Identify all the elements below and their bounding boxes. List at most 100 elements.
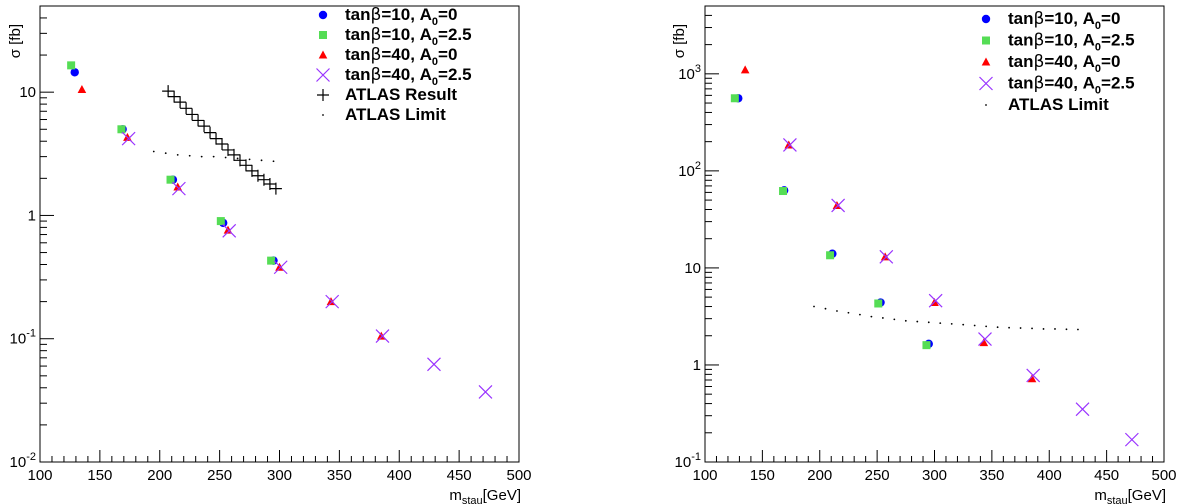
data-point [186, 108, 199, 121]
data-point [1042, 328, 1045, 330]
data-point [927, 321, 930, 324]
data-point [996, 326, 999, 329]
data-point [879, 249, 894, 264]
data-point [836, 310, 838, 312]
y-tick-label: 1 [693, 357, 701, 374]
legend-entry: tanβ=40, A0=0 [1008, 52, 1120, 75]
data-point [1008, 326, 1010, 329]
data-point [168, 90, 181, 103]
x-axis-label: mstau[GeV] [1094, 487, 1166, 504]
series-cross [121, 131, 493, 399]
data-point [121, 131, 136, 146]
series-square [730, 94, 931, 350]
x-tick-label: 250 [865, 467, 890, 484]
data-point [204, 126, 217, 139]
data-point [813, 305, 815, 308]
legend-entry: tanβ=40, A0=2.5 [1008, 74, 1135, 97]
data-point [192, 114, 205, 127]
data-point [779, 187, 788, 196]
y-tick-label: 10-1 [675, 451, 701, 471]
data-point [248, 158, 251, 161]
legend-marker [981, 57, 991, 66]
data-point [1054, 328, 1056, 330]
data-point [1124, 432, 1139, 447]
data-point [916, 320, 919, 323]
legend-entry: tanβ=10, A0=0 [345, 5, 457, 28]
data-point [166, 175, 175, 184]
y-tick-label: 10-1 [10, 328, 36, 348]
data-point [826, 251, 835, 260]
data-point [227, 148, 240, 161]
data-point [162, 85, 175, 98]
data-point [1077, 328, 1079, 331]
data-point [874, 299, 883, 308]
data-point [950, 322, 953, 325]
data-point [212, 155, 215, 158]
data-point [245, 164, 258, 177]
x-tick-label: 200 [147, 467, 172, 484]
legend-entry: tanβ=10, A0=2.5 [345, 25, 472, 48]
x-tick-label: 150 [87, 467, 112, 484]
right-chart-panel: 100 150 200 250 300 350 400 450 500 10-1 1 10 102 103… [671, 5, 1177, 504]
data-point [922, 341, 931, 350]
legend-marker [982, 36, 990, 45]
data-point [985, 325, 988, 328]
data-point [239, 159, 252, 172]
data-point [269, 182, 282, 195]
data-point [173, 182, 183, 191]
legend-entry: tanβ=40, A0=2.5 [345, 65, 472, 88]
legend-marker [318, 50, 328, 59]
data-point [831, 198, 846, 213]
legend-entry: tanβ=40, A0=0 [345, 45, 457, 68]
y-tick-label: 10-2 [10, 451, 36, 471]
data-point [893, 318, 896, 321]
data-point [216, 217, 225, 226]
series-square [67, 61, 276, 265]
data-point [233, 154, 246, 167]
data-point [824, 307, 827, 310]
legend-marker [979, 76, 993, 91]
y-tick-label: 1 [28, 207, 36, 224]
x-tick-label: 100 [692, 467, 717, 484]
data-point [180, 102, 193, 115]
data-point [478, 385, 493, 399]
series-triangle [77, 85, 386, 340]
y-axis-label: σ [fb] [671, 24, 688, 58]
data-point [222, 223, 237, 238]
legend-entry: tanβ=10, A0=0 [1008, 9, 1120, 32]
series-triangle [740, 65, 1037, 383]
series-circle [734, 94, 933, 349]
data-point [117, 125, 126, 134]
legend-marker [318, 10, 328, 20]
data-point [171, 181, 186, 196]
data-point [198, 120, 211, 133]
data-point [272, 160, 275, 163]
x-tick-label: 150 [750, 467, 775, 484]
y-tick-label: 103 [678, 63, 701, 83]
data-point [427, 357, 441, 372]
data-point [904, 319, 907, 322]
legend-marker [981, 14, 991, 24]
data-point [325, 294, 340, 309]
legend-entry: ATLAS Result [345, 85, 457, 104]
data-point [210, 132, 223, 145]
y-tick-label: 102 [678, 160, 701, 180]
series-dot [813, 305, 1079, 331]
x-tick-label: 450 [447, 467, 472, 484]
data-point [267, 256, 276, 265]
data-point [200, 155, 203, 158]
data-point [164, 152, 167, 155]
x-tick-label: 350 [979, 467, 1004, 484]
x-axis-label: mstau[GeV] [449, 487, 521, 504]
x-tick-label: 500 [1151, 467, 1176, 484]
legend-entry: ATLAS Limit [1008, 95, 1109, 114]
legend-marker [322, 114, 324, 116]
x-tick-label: 400 [1037, 467, 1062, 484]
legend-marker [316, 68, 330, 82]
data-point [870, 315, 873, 318]
data-point [273, 260, 288, 275]
data-point [1019, 327, 1022, 329]
data-point [260, 159, 263, 162]
